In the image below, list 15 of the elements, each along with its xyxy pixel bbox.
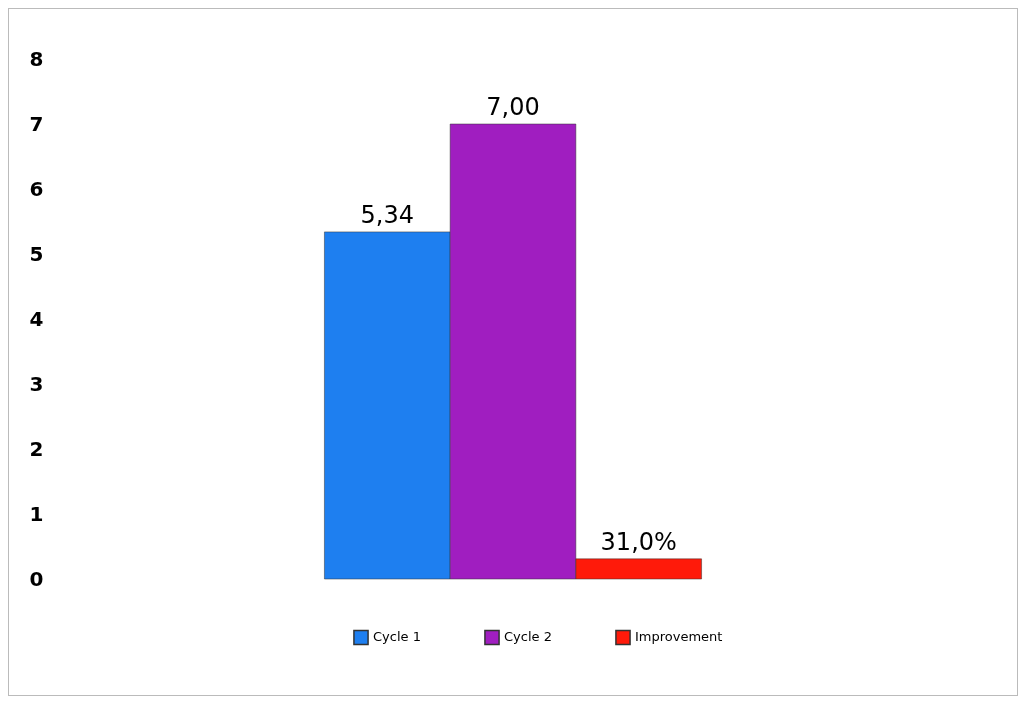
legend-label: Cycle 1 bbox=[373, 629, 421, 645]
y-tick-label: 5 bbox=[29, 241, 44, 266]
y-tick-label: 3 bbox=[29, 371, 44, 396]
y-tick-label: 0 bbox=[29, 566, 44, 591]
y-tick-label: 2 bbox=[29, 436, 44, 461]
y-tick-label: 1 bbox=[29, 501, 44, 526]
y-tick-label: 8 bbox=[29, 46, 44, 71]
data-label: 7,00 bbox=[486, 93, 540, 121]
y-tick-label: 6 bbox=[29, 176, 44, 201]
legend-label: Cycle 2 bbox=[504, 629, 552, 645]
data-label: 31,0% bbox=[600, 527, 677, 556]
y-tick-label: 4 bbox=[29, 306, 44, 331]
data-label: 5,34 bbox=[360, 200, 414, 229]
y-tick-label: 7 bbox=[29, 111, 44, 136]
legend-label: Improvement bbox=[635, 629, 723, 645]
